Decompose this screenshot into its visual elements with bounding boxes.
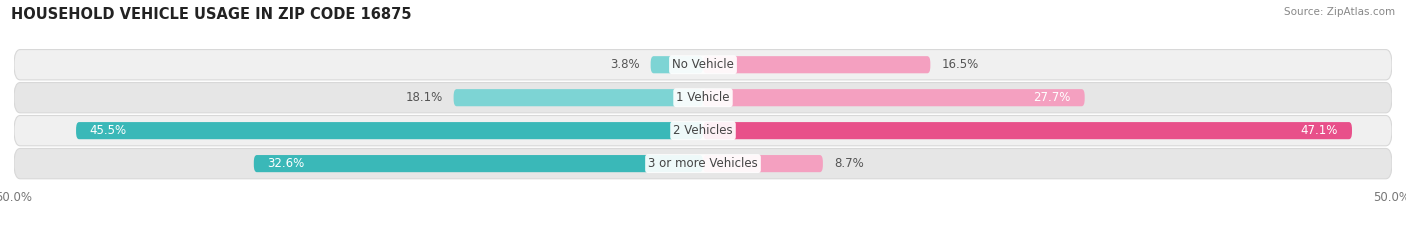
Text: 32.6%: 32.6% bbox=[267, 157, 305, 170]
Text: 1 Vehicle: 1 Vehicle bbox=[676, 91, 730, 104]
Text: 3 or more Vehicles: 3 or more Vehicles bbox=[648, 157, 758, 170]
Text: 2 Vehicles: 2 Vehicles bbox=[673, 124, 733, 137]
Text: 45.5%: 45.5% bbox=[90, 124, 127, 137]
FancyBboxPatch shape bbox=[14, 116, 1392, 146]
FancyBboxPatch shape bbox=[703, 155, 823, 172]
FancyBboxPatch shape bbox=[454, 89, 703, 106]
FancyBboxPatch shape bbox=[703, 56, 931, 73]
Text: 18.1%: 18.1% bbox=[405, 91, 443, 104]
FancyBboxPatch shape bbox=[76, 122, 703, 139]
FancyBboxPatch shape bbox=[651, 56, 703, 73]
FancyBboxPatch shape bbox=[254, 155, 703, 172]
Text: No Vehicle: No Vehicle bbox=[672, 58, 734, 71]
Text: Source: ZipAtlas.com: Source: ZipAtlas.com bbox=[1284, 7, 1395, 17]
Text: 8.7%: 8.7% bbox=[834, 157, 863, 170]
Text: 27.7%: 27.7% bbox=[1033, 91, 1071, 104]
FancyBboxPatch shape bbox=[14, 148, 1392, 179]
FancyBboxPatch shape bbox=[703, 122, 1353, 139]
Text: 47.1%: 47.1% bbox=[1301, 124, 1339, 137]
FancyBboxPatch shape bbox=[14, 50, 1392, 80]
Text: 16.5%: 16.5% bbox=[942, 58, 979, 71]
Text: HOUSEHOLD VEHICLE USAGE IN ZIP CODE 16875: HOUSEHOLD VEHICLE USAGE IN ZIP CODE 1687… bbox=[11, 7, 412, 22]
FancyBboxPatch shape bbox=[14, 82, 1392, 113]
FancyBboxPatch shape bbox=[703, 89, 1084, 106]
Text: 3.8%: 3.8% bbox=[610, 58, 640, 71]
